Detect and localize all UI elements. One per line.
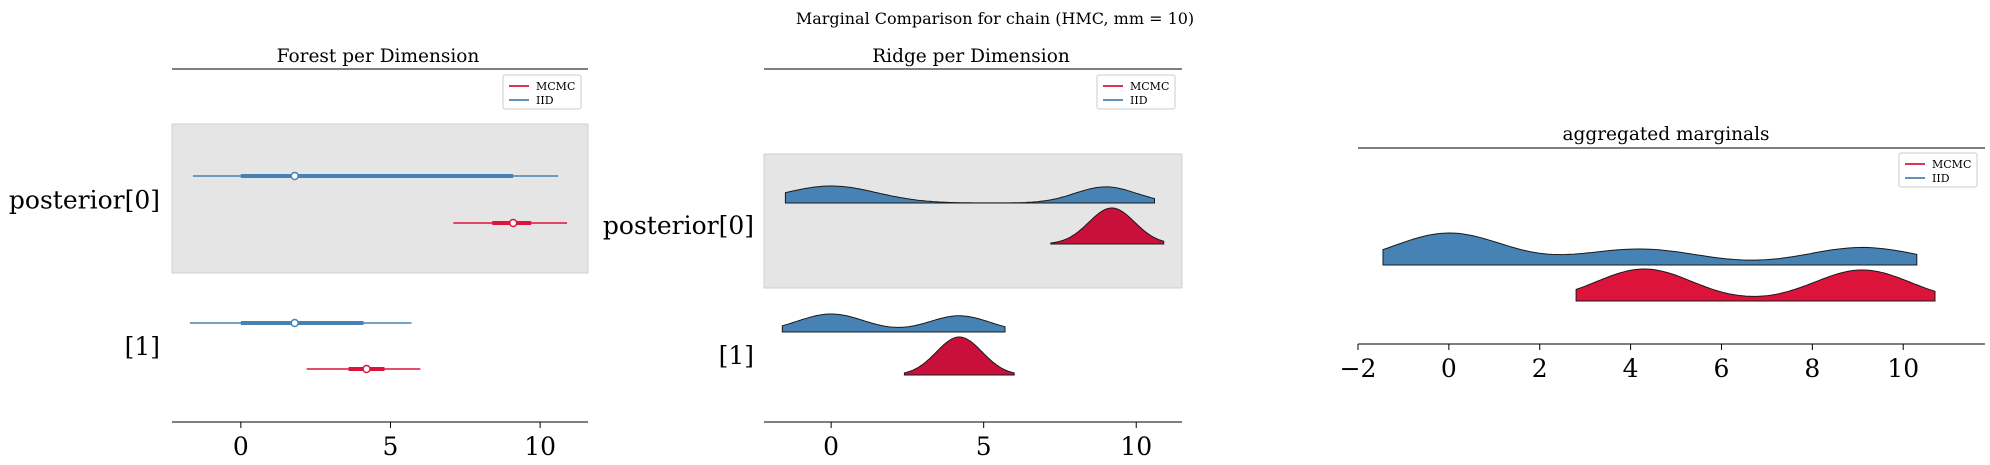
ridge-mcmc xyxy=(1050,207,1165,245)
forest-median-mcmc xyxy=(508,218,518,228)
panel-1-title: Forest per Dimension xyxy=(277,46,480,67)
ridge-mcmc xyxy=(903,336,1015,376)
panel-2-y-label: posterior[0] xyxy=(603,211,754,240)
figure-suptitle: Marginal Comparison for chain (HMC, mm =… xyxy=(796,9,1194,28)
panel-1-x-tick-label: 5 xyxy=(383,432,399,461)
panel-3-legend-label-iid: IID xyxy=(1932,172,1950,185)
panel-3-x-tick-label: 2 xyxy=(1532,354,1548,383)
forest-median-iid xyxy=(290,171,299,181)
panel-1-x-tick-label: 10 xyxy=(524,432,556,461)
panel-2-title: Ridge per Dimension xyxy=(872,46,1070,67)
panel-3-legend-label-mcmc: MCMC xyxy=(1932,158,1971,171)
panel-1-row-band xyxy=(171,123,589,274)
panel-3-x-tick-label: 4 xyxy=(1623,354,1639,383)
panel-3-x-tick-label: −2 xyxy=(1340,354,1377,383)
forest-median-iid xyxy=(290,318,299,328)
panel-3-x-tick-label: 6 xyxy=(1714,354,1730,383)
ridge-iid xyxy=(784,185,1155,204)
panel-1-x-tick-label: 0 xyxy=(233,432,249,461)
panel-1-y-label: posterior[0] xyxy=(9,186,160,215)
ridge-aggregated-mcmc xyxy=(1575,268,1936,302)
ridge-iid xyxy=(781,313,1006,333)
panel-1-legend-label-mcmc: MCMC xyxy=(536,80,575,93)
ridge-aggregated-iid xyxy=(1382,232,1918,266)
panel-1-legend-label-iid: IID xyxy=(536,94,554,107)
panel-2-x-tick-label: 5 xyxy=(976,432,992,461)
panel-2-legend-label-mcmc: MCMC xyxy=(1130,80,1169,93)
panel-3-x-tick-label: 0 xyxy=(1441,354,1457,383)
panel-1-y-label: [1] xyxy=(125,332,160,361)
panel-2-x-tick-label: 10 xyxy=(1120,432,1152,461)
panel-2-legend-label-iid: IID xyxy=(1130,94,1148,107)
panel-2-x-tick-label: 0 xyxy=(823,432,839,461)
panel-2-y-label: [1] xyxy=(719,341,754,370)
panel-3-x-tick-label: 10 xyxy=(1887,354,1919,383)
panel-3-title: aggregated marginals xyxy=(1562,124,1769,145)
forest-median-mcmc xyxy=(362,364,371,374)
panel-3-x-tick-label: 8 xyxy=(1804,354,1820,383)
